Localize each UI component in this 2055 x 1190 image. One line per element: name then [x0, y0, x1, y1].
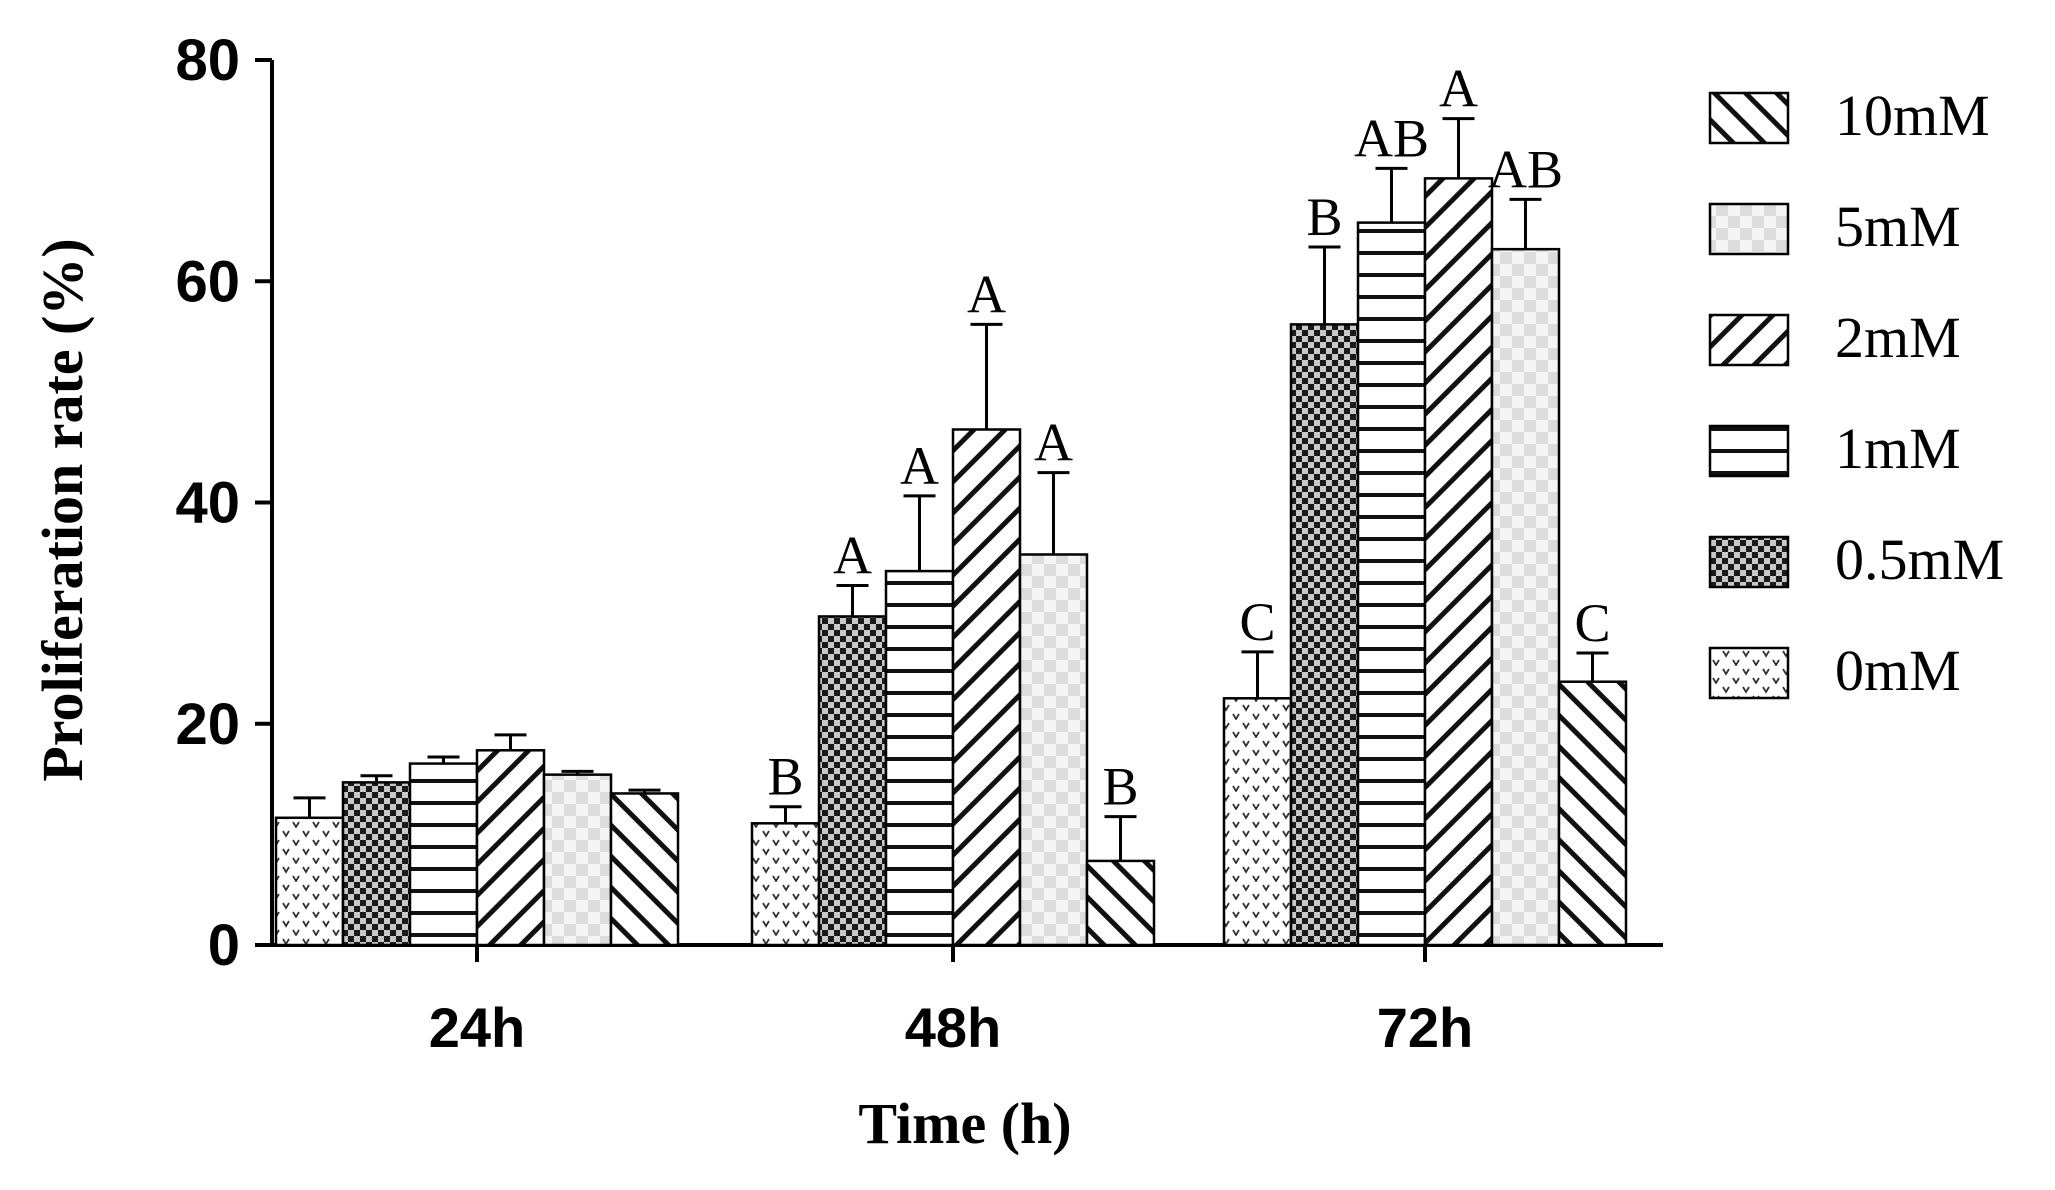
- bar-5mM-72h: [1490, 247, 1561, 947]
- bar-0.5mM-24h: [341, 781, 412, 947]
- legend-swatch-5mM: [1708, 202, 1790, 256]
- y-tick-label: 80: [175, 28, 240, 93]
- significance-letter: A: [833, 525, 872, 585]
- bar-5mM-24h: [542, 773, 613, 947]
- bar-1mM-24h: [408, 762, 479, 947]
- significance-letter: C: [1574, 593, 1610, 653]
- x-tick-label: 72h: [1377, 996, 1474, 1059]
- legend-swatch-0.5mM: [1708, 535, 1790, 589]
- x-tick-label: 24h: [429, 996, 526, 1059]
- significance-letter: A: [1439, 59, 1478, 119]
- legend-label: 0mM: [1835, 638, 1961, 703]
- bar-10mM-24h: [609, 792, 680, 947]
- legend-swatch-2mM: [1708, 313, 1790, 367]
- significance-letter: AB: [1354, 108, 1429, 168]
- bar-0.5mM-72h: [1289, 323, 1360, 947]
- bar-1mM-48h: [884, 569, 955, 947]
- y-tick-label: 60: [175, 249, 240, 314]
- significance-letter: B: [767, 747, 803, 807]
- legend-swatch-0mM: [1708, 646, 1790, 700]
- significance-letter: C: [1239, 592, 1275, 652]
- bar-0mM-72h: [1222, 697, 1293, 947]
- legend-label: 2mM: [1835, 305, 1961, 370]
- bar-2mM-72h: [1423, 177, 1494, 947]
- y-axis-ticks: 0 20 40 60 80: [175, 28, 272, 978]
- bar-10mM-48h: [1085, 859, 1156, 947]
- bar-0.5mM-48h: [817, 615, 888, 947]
- legend-label: 5mM: [1835, 194, 1961, 259]
- significance-letter: A: [900, 436, 939, 496]
- y-tick-label: 20: [175, 692, 240, 757]
- legend-label: 10mM: [1835, 83, 1990, 148]
- y-tick-label: 40: [175, 471, 240, 536]
- x-axis-title: Time (h): [858, 1091, 1071, 1156]
- significance-letter: AB: [1488, 139, 1563, 199]
- legend: 10mM 5mM 2mM 1mM 0.5mM 0mM: [1708, 83, 2004, 703]
- bar-0mM-48h: [750, 822, 821, 947]
- bar-10mM-72h: [1557, 680, 1628, 947]
- significance-letter: A: [967, 264, 1006, 324]
- y-tick-label: 0: [208, 913, 240, 978]
- significance-letter: B: [1306, 187, 1342, 247]
- bar-2mM-48h: [951, 428, 1022, 947]
- bar-5mM-48h: [1018, 553, 1089, 947]
- bar-series: [274, 177, 1628, 947]
- bar-0mM-24h: [274, 816, 345, 947]
- bar-2mM-24h: [475, 749, 546, 947]
- x-axis-ticks: 24h 48h 72h: [429, 945, 1474, 1059]
- x-tick-label: 48h: [905, 996, 1002, 1059]
- y-axis-title: Proliferation rate (%): [30, 238, 95, 781]
- legend-swatch-10mM: [1708, 91, 1790, 145]
- significance-letter: A: [1034, 413, 1073, 473]
- legend-label: 1mM: [1835, 416, 1961, 481]
- legend-swatch-1mM: [1708, 424, 1790, 478]
- legend-label: 0.5mM: [1835, 527, 2004, 592]
- bar-1mM-72h: [1356, 221, 1427, 947]
- error-bars: [293, 117, 1609, 861]
- significance-letter: B: [1102, 757, 1138, 817]
